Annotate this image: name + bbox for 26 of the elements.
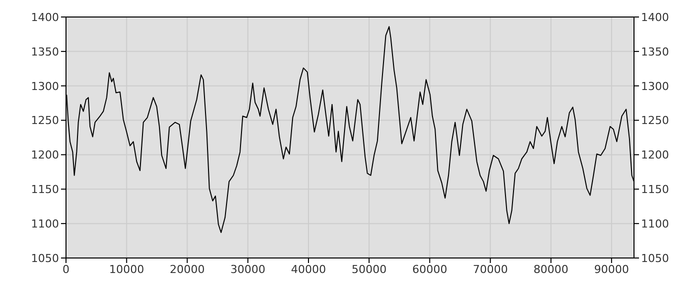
y-tick-label: 1050 <box>31 252 59 265</box>
y2-tick-label: 1350 <box>641 45 669 58</box>
y-tick-label: 1150 <box>31 183 59 196</box>
y-tick-label: 1200 <box>31 148 59 162</box>
x-tick-label: 0 <box>62 262 70 276</box>
y-tick-label: 1250 <box>31 114 59 128</box>
x-tick-label: 40000 <box>290 262 326 276</box>
y2-tick-label: 1100 <box>641 217 669 230</box>
x-tick-label: 90000 <box>594 262 630 276</box>
y2-tick-label: 1200 <box>641 148 669 162</box>
y-tick-label: 1100 <box>31 217 59 230</box>
x-tick-label: 80000 <box>533 262 568 276</box>
x-tick-label: 50000 <box>352 262 387 276</box>
y2-tick-label: 1050 <box>641 252 669 265</box>
y2-tick-label: 1300 <box>641 80 669 93</box>
y2-tick-label: 1400 <box>641 10 669 24</box>
x-tick-label: 60000 <box>412 262 448 276</box>
x-tick-label: 10000 <box>109 262 144 276</box>
y-tick-label: 1400 <box>31 10 59 24</box>
x-tick-label: 20000 <box>170 262 205 276</box>
x-tick-label: 30000 <box>230 262 266 276</box>
y-tick-label: 1300 <box>31 80 59 93</box>
x-tick-label: 70000 <box>472 262 508 276</box>
y2-tick-label: 1150 <box>641 183 669 196</box>
y-tick-label: 1350 <box>31 45 59 58</box>
y2-tick-label: 1250 <box>641 114 669 128</box>
